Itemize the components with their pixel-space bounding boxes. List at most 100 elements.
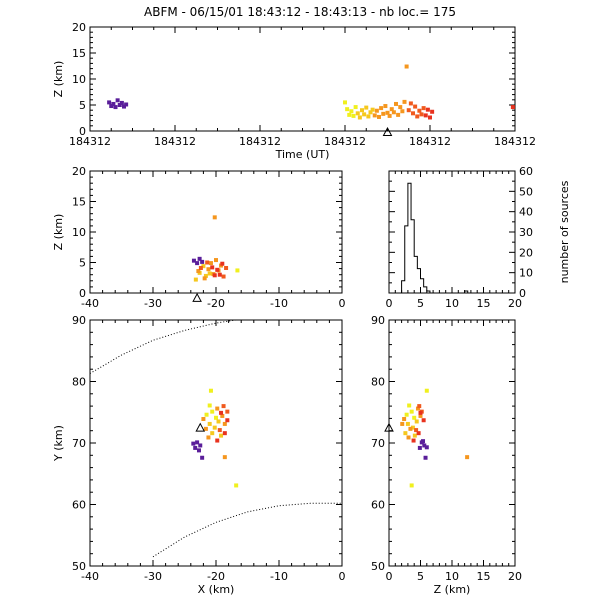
time_height-ytick-label: 10 (72, 73, 86, 86)
time_height-source-point (408, 101, 413, 106)
x_height-source-point (212, 215, 217, 220)
time_height-source-point (419, 112, 424, 117)
height_y-source-point (411, 438, 416, 443)
x_height-source-point (203, 273, 208, 278)
time_height-source-point (355, 111, 360, 116)
height_y-source-point (408, 426, 413, 431)
x_height-source-point (220, 261, 225, 266)
plan_view-source-point (196, 448, 201, 453)
height_y-source-point (400, 421, 405, 426)
height_y-source-point (409, 409, 414, 414)
plan_view-panel: -40 -30 -20 -10 0 50 60 70 80 90 X (km) Y (km) (52, 314, 346, 596)
height_y-source-point (412, 415, 417, 420)
height_histogram-ytick-label: 50 (519, 185, 533, 198)
plan_view-source-point (221, 404, 226, 409)
time_height-xtick-label: 184312 (154, 135, 196, 148)
time_height-source-point (113, 105, 118, 110)
x_height-source-point (191, 258, 196, 263)
time_height-ytick-label: 15 (72, 47, 86, 60)
time_height-source-point (111, 101, 116, 106)
plan_view-ytick-label: 60 (72, 499, 86, 512)
time_height-source-point (374, 108, 379, 113)
time_height-xlabel: Time (UT) (275, 148, 330, 161)
plan_view-source-point (219, 433, 224, 438)
time_height-source-point (404, 64, 409, 69)
plan_view-station-marker (195, 422, 206, 432)
x_height-xtick-label: 0 (339, 297, 346, 310)
time_height-source-point (398, 105, 403, 110)
height_y-source-point (465, 455, 470, 460)
height_y-source-point (424, 445, 429, 450)
x_height-xtick-label: -20 (207, 297, 225, 310)
height_y-xtick-label: 15 (477, 570, 491, 583)
time_height-xtick-label: 184312 (409, 135, 451, 148)
height_y-source-point (423, 455, 428, 460)
height_histogram-ytick-label: 0 (519, 287, 526, 300)
plan_view-ylabel: Y (km) (52, 425, 65, 462)
height_y-source-point (415, 406, 420, 411)
x_height-source-point (201, 264, 206, 269)
time_height-source-point (391, 110, 396, 115)
time_height-source-point (115, 98, 120, 103)
time_height-source-point (510, 105, 515, 110)
x_height-ytick-label: 5 (79, 257, 86, 270)
x_height-source-point (197, 256, 202, 261)
height_y-source-point (421, 439, 426, 444)
plan_view-source-point (210, 409, 215, 414)
x_height-source-point (198, 265, 203, 270)
height_y-ytick-label: 70 (371, 437, 385, 450)
x_height-source-point (217, 272, 222, 277)
height_y-source-point (422, 443, 427, 448)
x_height-ytick-label: 0 (79, 287, 86, 300)
x_height-panel: -40 -30 -20 -10 0 0 5 10 15 20 Z (km) (52, 165, 346, 310)
plan_view-source-point (210, 431, 215, 436)
plan_view-source-point (214, 415, 218, 420)
x_height-source-point (208, 261, 213, 266)
time_height-station-marker (382, 126, 393, 136)
time_height-source-point (379, 106, 384, 111)
time_height-source-point (389, 107, 394, 112)
height_y-source-point (402, 417, 407, 422)
time_height-source-point (364, 105, 369, 110)
plan_view-ytick-label: 70 (72, 437, 86, 450)
time_height-source-point (345, 107, 350, 112)
height_y-source-point (416, 431, 421, 436)
plan_view-source-point (203, 426, 208, 431)
height_y-source-point (407, 403, 412, 408)
height_y-source-point (417, 404, 422, 409)
x_height-source-point (214, 258, 218, 263)
time_height-source-point (117, 103, 122, 107)
plan_view-ytick-label: 50 (72, 560, 86, 573)
x_height-source-point (200, 259, 205, 264)
time_height-source-point (387, 113, 392, 118)
height_y-frame (388, 319, 516, 567)
time_height-source-point (353, 105, 358, 110)
plan_view-source-point (215, 438, 220, 443)
time_height-ytick-label: 20 (72, 21, 86, 34)
height_y-xlabel: Z (km) (434, 583, 471, 596)
time_height-source-point (402, 99, 407, 104)
x_height-source-point (210, 265, 215, 270)
time_height-source-point (394, 101, 398, 106)
plan_view-ytick-label: 80 (72, 376, 86, 389)
plan_view-xtick-label: -20 (207, 570, 225, 583)
plan_view-frame (89, 319, 343, 567)
time_height-source-point (421, 106, 426, 111)
height_y-source-point (404, 412, 409, 417)
time_height-xtick-label: 184312 (324, 135, 366, 148)
plan_view-source-point (225, 409, 230, 414)
plan_view-source-point (195, 440, 200, 445)
height_y-source-point (424, 388, 429, 393)
height_histogram-ylabel: number of sources (558, 180, 571, 283)
x_height-source-point (215, 267, 220, 272)
height_y-xtick-label: 5 (417, 570, 424, 583)
plan_view-xtick-label: -10 (270, 570, 288, 583)
height_histogram-ytick-label: 40 (519, 206, 533, 219)
x_height-ytick-label: 20 (72, 165, 86, 178)
time_height-source-point (366, 114, 371, 119)
height_y-source-point (410, 425, 415, 430)
height_y-source-point (417, 445, 422, 450)
time_height-source-point (362, 112, 367, 117)
plan_view-source-point (193, 445, 198, 450)
